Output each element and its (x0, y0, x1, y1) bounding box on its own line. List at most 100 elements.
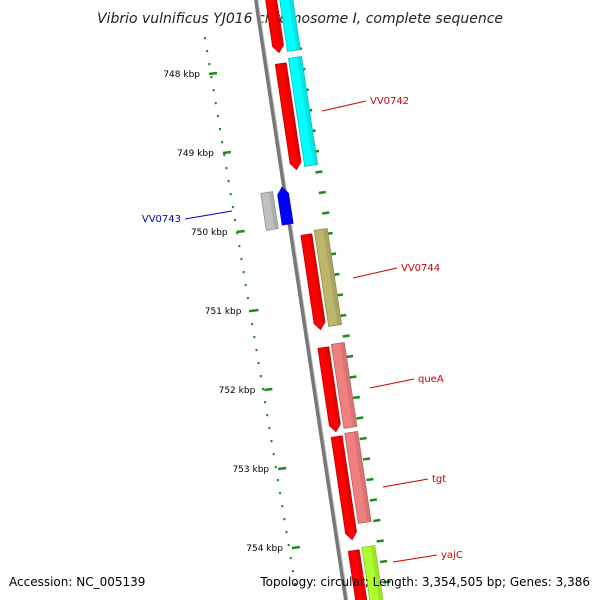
ruler-dot (206, 50, 209, 53)
ruler-dot (234, 219, 237, 222)
gene-feature-shade (340, 342, 357, 428)
kbp-tick-label: 752 kbp (219, 386, 256, 396)
ruler-dot (231, 206, 234, 209)
ruler-dot (225, 167, 228, 170)
gene-label-leader (321, 100, 367, 112)
outer-tick (342, 334, 350, 338)
ruler-dot (253, 336, 256, 339)
kbp-tick (222, 150, 231, 155)
gene-label[interactable]: queA (418, 374, 444, 385)
kbp-tick (264, 387, 273, 392)
gene-feature-shade (297, 56, 318, 166)
ruler-dot (276, 479, 279, 482)
ruler-dot (274, 466, 277, 469)
outer-tick (315, 170, 323, 174)
ruler-dot (242, 271, 245, 274)
gene-label-leader (352, 267, 398, 279)
ruler-dot (279, 492, 282, 495)
ruler-dot (212, 89, 215, 92)
gene-feature-shade (323, 228, 342, 326)
gene-label[interactable]: VV0744 (401, 263, 440, 274)
gene-feature-shade (353, 431, 372, 523)
ruler-dot (270, 440, 273, 443)
cds-feature-shade (355, 549, 367, 600)
ruler-dot (266, 414, 269, 417)
gene-label-leader (369, 378, 415, 389)
ruler-dot (208, 63, 211, 66)
outer-tick (376, 539, 384, 543)
outer-tick (359, 436, 367, 441)
ruler-dot (255, 349, 258, 352)
gene-feature-shade (370, 545, 383, 600)
kbp-tick (208, 71, 218, 76)
outer-tick (366, 477, 374, 482)
ruler-dot (264, 401, 267, 404)
ruler-dot (251, 323, 254, 326)
outer-tick (373, 518, 381, 523)
outer-tick (345, 354, 354, 359)
ruler-dot (229, 193, 232, 196)
ruler-dot (268, 427, 271, 430)
cds-feature-shade (282, 62, 301, 163)
gene-label[interactable]: VV0743 (142, 214, 181, 225)
ruler-dot (210, 76, 213, 79)
gene-label[interactable]: yajC (441, 550, 463, 561)
ruler-dot (227, 180, 230, 183)
outer-tick (369, 498, 378, 502)
ruler-dot (281, 505, 284, 508)
ruler-dot (257, 362, 260, 365)
ruler-dot (216, 115, 219, 118)
ruler-dot (261, 388, 264, 391)
kbp-tick (291, 545, 301, 550)
kbp-tick (277, 466, 287, 471)
outer-tick (352, 395, 361, 400)
ruler-dot (272, 453, 275, 456)
ruler-dot (221, 141, 224, 144)
gene-labels: VV0742 VV0743 VV0744 queA tgt yajC (142, 96, 463, 563)
ruler-dot (240, 258, 243, 261)
ruler-dot (246, 297, 249, 300)
genome-summary: Topology: circular; Length: 3,354,505 bp… (259, 575, 590, 589)
kbp-tick-label: 751 kbp (205, 307, 242, 317)
gene-feature-shade (288, 0, 301, 51)
outer-tick (318, 190, 326, 195)
ruler-dot (219, 128, 222, 131)
outer-tick (383, 580, 391, 584)
cds-feature (277, 186, 294, 226)
ruler-dot (259, 375, 262, 378)
backbone-line (254, 0, 348, 600)
ruler-dot (244, 284, 247, 287)
ruler-dot (249, 310, 252, 313)
gene-feature-shade (268, 191, 279, 230)
ruler-dot (204, 37, 206, 40)
outer-tick (322, 211, 330, 215)
kbp-ruler: 748 kbp 749 kbp 750 kbp 751 kbp 752 kbp 753 k… (163, 70, 301, 554)
gene-label-leader (184, 210, 233, 220)
ruler-dot (287, 544, 290, 547)
map-title: Vibrio vulnificus YJ016 chromosome I, co… (97, 11, 503, 27)
kbp-tick (250, 308, 259, 313)
kbp-tick-label: 754 kbp (246, 544, 283, 554)
cds-feature-shade (308, 233, 325, 323)
gene-label[interactable]: tgt (432, 474, 446, 485)
backbone-highlight (257, 0, 349, 600)
outer-tick (356, 416, 364, 420)
kbp-tick-label: 749 kbp (177, 149, 214, 159)
cds-feature-shade (273, 0, 284, 46)
outer-tick (362, 457, 371, 461)
ruler-dot (291, 570, 294, 573)
ruler-dot (283, 518, 286, 521)
kbp-tick-label: 750 kbp (191, 228, 228, 238)
cds-feature-shade (338, 435, 357, 533)
outer-tick (349, 375, 357, 379)
ruler-dot (214, 102, 217, 105)
gene-label-leader (392, 554, 438, 563)
ruler-dot (294, 583, 297, 586)
ruler-dot (289, 557, 292, 560)
ruler-dot (238, 245, 241, 248)
gene-label[interactable]: VV0742 (370, 96, 409, 107)
backbone (254, 0, 349, 600)
gene-label-leader (382, 478, 429, 488)
accession-label: Accession: NC_005139 (9, 575, 145, 589)
